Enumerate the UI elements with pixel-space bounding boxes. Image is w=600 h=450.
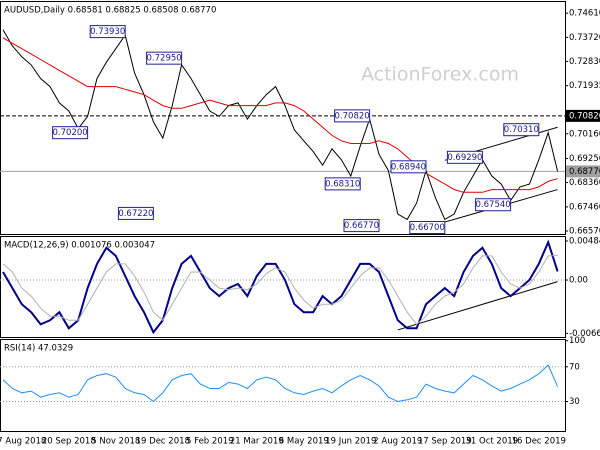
annotation-label: 0.67220: [118, 209, 153, 219]
annotation-box: [117, 206, 154, 220]
x-tick-label: 31 Oct 2019: [466, 437, 519, 447]
series-line: [2, 37, 558, 193]
level-label: 0.70820: [569, 111, 600, 121]
series-line: [2, 255, 558, 326]
annotation-box: [324, 177, 361, 191]
annotation-label: 0.70310: [504, 125, 539, 135]
annotation-label: 0.70200: [53, 128, 88, 138]
x-tick-label: 19 Jun 2019: [325, 437, 376, 447]
panel-title: MACD(12,26,9) 0.001076 0.003047: [4, 241, 155, 251]
panel-frame: [0, 1, 566, 235]
series-line: [2, 239, 559, 335]
level-label-box: [566, 109, 600, 122]
annotation-box: [390, 160, 427, 174]
annotation-label: 0.69290: [447, 153, 482, 163]
y-tick-label: 100: [569, 336, 585, 346]
panel-frame: [0, 339, 566, 432]
annotation-label: 0.67540: [476, 200, 511, 210]
annotation-box: [475, 198, 512, 212]
x-tick-label: 5 Feb 2019: [186, 437, 234, 447]
annotation-label: 0.66700: [410, 223, 445, 233]
x-tick-label: 21 Mar 2019: [230, 437, 284, 447]
level-label: 0.68770: [569, 167, 600, 177]
x-tick-label: 19 Dec 2018: [136, 437, 190, 447]
annotation-label: 0.72950: [147, 54, 182, 64]
x-tick-label: 20 Sep 2018: [42, 437, 96, 447]
annotation-label: 0.68310: [325, 179, 360, 189]
y-tick-label: 70: [569, 362, 580, 372]
y-tick-label: 0.004847: [569, 237, 600, 247]
annotation-box: [334, 109, 371, 123]
panel-title: RSI(14) 47.0329: [4, 344, 73, 354]
x-tick-label: 7 Aug 2018: [0, 437, 46, 447]
annotation-label: 0.66770: [344, 221, 379, 231]
annotation-box: [409, 220, 446, 234]
annotation-label: 0.68940: [391, 162, 426, 172]
annotation-box: [446, 150, 483, 164]
y-tick-label: -0.006624: [569, 329, 600, 339]
x-tick-label: 2 Aug 2019: [373, 437, 422, 447]
y-tick-label: 0.00: [569, 276, 588, 286]
x-tick-label: 16 Dec 2019: [512, 437, 566, 447]
panel-frame: [0, 236, 566, 338]
annotation-box: [503, 123, 540, 137]
annotation-box: [343, 219, 380, 233]
annotation-box: [89, 25, 126, 39]
series-line: [2, 364, 559, 403]
trendline: [397, 281, 558, 331]
series-line: [2, 29, 559, 221]
panel-title: AUDUSD,Daily 0.68581 0.68825 0.68508 0.6…: [4, 6, 216, 16]
annotation-box: [52, 126, 89, 140]
x-tick-label: 17 Sep 2019: [418, 437, 472, 447]
y-tick-label: 30: [569, 397, 580, 407]
x-tick-label: 6 May 2019: [279, 437, 329, 447]
level-label-box: [566, 165, 600, 178]
annotation-label: 0.73930: [90, 27, 125, 37]
y-tick-label: 0.71935: [569, 81, 600, 91]
watermark: ActionForex.com: [361, 64, 519, 86]
x-tick-label: 5 Nov 2018: [91, 437, 140, 447]
annotation-label: 0.70820: [335, 111, 370, 121]
annotation-box: [146, 51, 183, 65]
